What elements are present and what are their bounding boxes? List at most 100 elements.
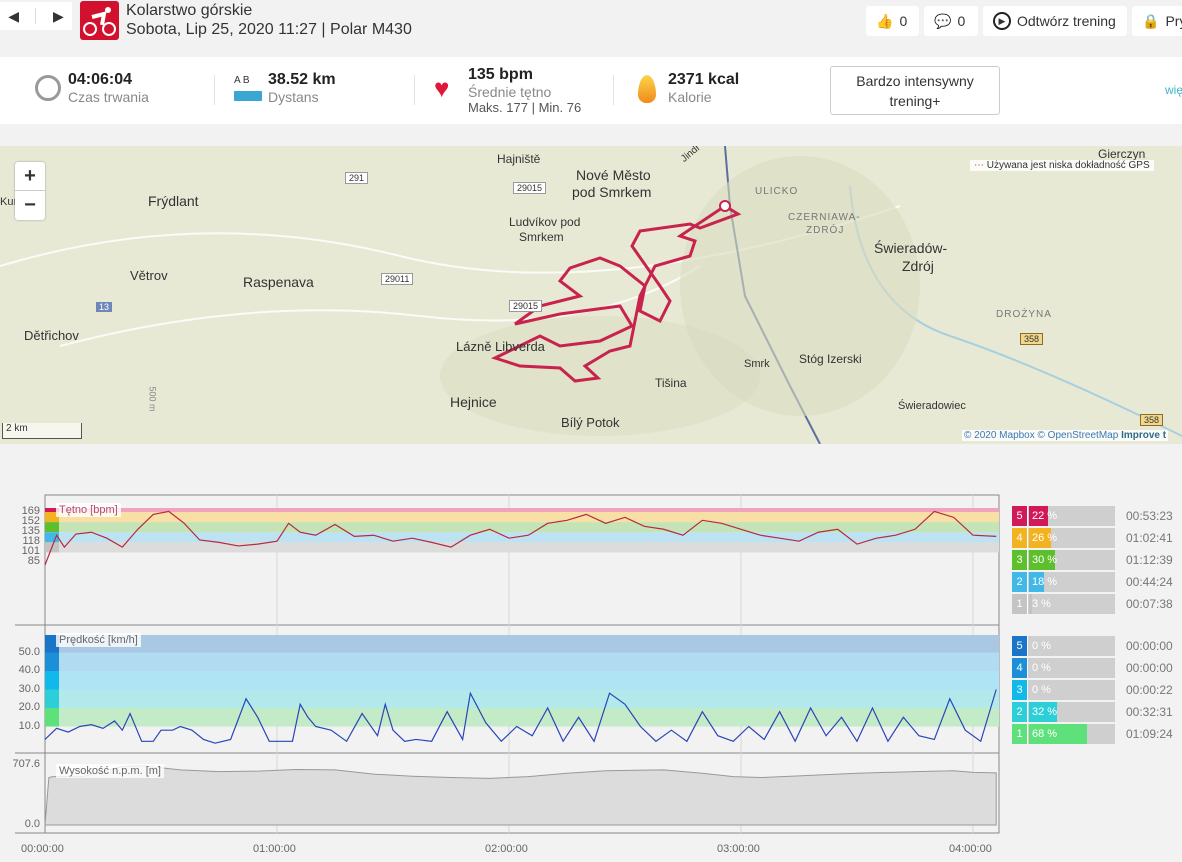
- comment-button[interactable]: 💬 0: [924, 6, 978, 36]
- sport-title: Kolarstwo górskie: [126, 2, 253, 19]
- speed-zone-row: 4 0 %: [1012, 658, 1115, 678]
- speed-zone-band: [45, 652, 999, 671]
- like-count: 0: [899, 13, 908, 29]
- replay-label: Odtwórz trening: [1017, 13, 1116, 29]
- mapbox-link[interactable]: © 2020 Mapbox: [964, 430, 1035, 441]
- play-icon: ▶: [993, 12, 1011, 30]
- session-subtitle: Sobota, Lip 25, 2020 11:27 | Polar M430: [126, 21, 412, 38]
- gps-legend: ⋯ Używana jest niska dokładność GPS: [970, 160, 1154, 171]
- zone-fill-bar: [1029, 702, 1057, 722]
- speed-zone-band: [45, 671, 999, 690]
- hr-zone-row: 3 30 %: [1012, 550, 1115, 570]
- road-badge: 13: [96, 302, 113, 312]
- map-label: pod Smrkem: [572, 184, 652, 200]
- zone-fill-bar: [1029, 724, 1088, 744]
- zoom-in-button[interactable]: +: [15, 162, 45, 191]
- hr-zone-swatch: [45, 508, 59, 512]
- map-label: Lázně Libverda: [456, 339, 545, 354]
- comment-count: 0: [957, 13, 966, 29]
- zone-fill-bar: [1029, 550, 1055, 570]
- distance-label: Dystans: [268, 89, 319, 105]
- stopwatch-icon: [35, 75, 61, 101]
- speed-chart-title: Prędkość [km/h]: [56, 633, 141, 647]
- ruler-icon: [234, 91, 262, 101]
- speed-zone-swatch: [45, 671, 59, 690]
- hr-zone-band: [45, 532, 999, 543]
- divider: [613, 75, 614, 105]
- hr-zone-time: 00:07:38: [1126, 597, 1173, 611]
- map-label: Zdrój: [902, 258, 934, 274]
- speed-line: [44, 689, 997, 744]
- speed-zone-row: 3 0 %: [1012, 680, 1115, 700]
- route-map[interactable]: Frýdlant Hajniště Nové Město pod Smrkem …: [0, 146, 1182, 444]
- flame-icon: [638, 75, 656, 103]
- zone-fill-bar: [1029, 594, 1032, 614]
- zone-number: 4: [1012, 658, 1028, 678]
- speed-y-tick: 30.0: [18, 682, 40, 695]
- hr-zone-swatch: [45, 512, 59, 523]
- speed-zone-time: 00:00:22: [1126, 683, 1173, 697]
- hr-y-tick: 118: [22, 535, 40, 548]
- map-label: ZDRÓJ: [806, 225, 845, 236]
- zone-number: 1: [1012, 594, 1028, 614]
- speed-y-tick: 40.0: [18, 664, 40, 676]
- zone-number: 2: [1012, 572, 1028, 592]
- hr-zone-row: 4 26 %: [1012, 528, 1115, 548]
- x-tick: 04:00:00: [949, 843, 992, 855]
- map-zoom-control: + −: [15, 162, 45, 220]
- hr-chart-title: Tętno [bpm]: [56, 503, 121, 517]
- map-label: Świeradów-: [874, 240, 948, 256]
- replay-button[interactable]: ▶ Odtwórz trening: [983, 6, 1127, 36]
- more-link[interactable]: wię: [1165, 83, 1182, 97]
- map-label: Hejnice: [450, 394, 497, 410]
- zone-percent: 0 %: [1032, 662, 1051, 674]
- speed-zone-time: 00:32:31: [1126, 705, 1173, 719]
- zoom-out-button[interactable]: −: [24, 194, 36, 216]
- speed-zone-time: 01:09:24: [1126, 727, 1173, 741]
- comment-icon: 💬: [934, 12, 952, 29]
- map-label: 500 m: [147, 386, 158, 412]
- zone-percent: 18 %: [1032, 576, 1058, 588]
- hr-zone-swatch: [45, 522, 59, 533]
- improve-link[interactable]: Improve t: [1121, 430, 1167, 441]
- hr-y-tick: 152: [21, 515, 40, 528]
- map-label: ULICKO: [755, 186, 799, 197]
- zone-number: 2: [1012, 702, 1028, 722]
- elevation-chart-title: Wysokość n.p.m. [m]: [56, 764, 164, 778]
- road-badge: 29015: [513, 182, 547, 194]
- map-label: Smrkem: [519, 230, 564, 244]
- zone-percent: 0 %: [1032, 640, 1051, 652]
- privacy-button[interactable]: 🔒 Pry: [1132, 6, 1182, 36]
- activity-nav: ◀ ▶: [0, 2, 72, 30]
- elevation-y-tick: 0.0: [24, 818, 40, 830]
- hr-min-max: Maks. 177 | Min. 76: [468, 100, 582, 115]
- hr-zone-band: [45, 542, 999, 553]
- map-scale: 2 km: [2, 423, 82, 439]
- hr-y-tick: 85: [27, 555, 40, 567]
- speed-zone-swatch: [45, 689, 59, 708]
- x-tick: 00:00:00: [21, 843, 64, 855]
- speed-zone-time: 00:00:00: [1126, 639, 1173, 653]
- map-label: Nové Město: [576, 167, 651, 183]
- map-attribution: © 2020 Mapbox © OpenStreetMap Improve t: [962, 430, 1169, 441]
- zone-number: 1: [1012, 724, 1028, 744]
- x-tick: 01:00:00: [253, 843, 296, 855]
- zone-percent: 26 %: [1032, 532, 1058, 544]
- map-label: Stóg Izerski: [799, 352, 862, 366]
- map-label: Raspenava: [243, 274, 314, 290]
- zone-percent: 22 %: [1032, 510, 1058, 522]
- map-label: CZERNIAWA-: [788, 212, 861, 223]
- distance-ab-icon: A B: [234, 75, 250, 86]
- map-label: Kun: [0, 196, 20, 208]
- zone-percent: 32 %: [1032, 706, 1058, 718]
- avg-hr-value: 135 bpm: [468, 66, 533, 83]
- osm-link[interactable]: © OpenStreetMap: [1037, 430, 1119, 441]
- prev-button[interactable]: ◀: [8, 7, 20, 24]
- like-button[interactable]: 👍 0: [866, 6, 919, 36]
- hr-y-tick: 135: [21, 525, 40, 538]
- activity-charts[interactable]: [0, 490, 1005, 840]
- cycling-icon: [80, 1, 119, 40]
- hr-zone-band: [45, 508, 999, 512]
- next-button[interactable]: ▶: [52, 7, 64, 24]
- map-label: Hajniště: [497, 152, 541, 166]
